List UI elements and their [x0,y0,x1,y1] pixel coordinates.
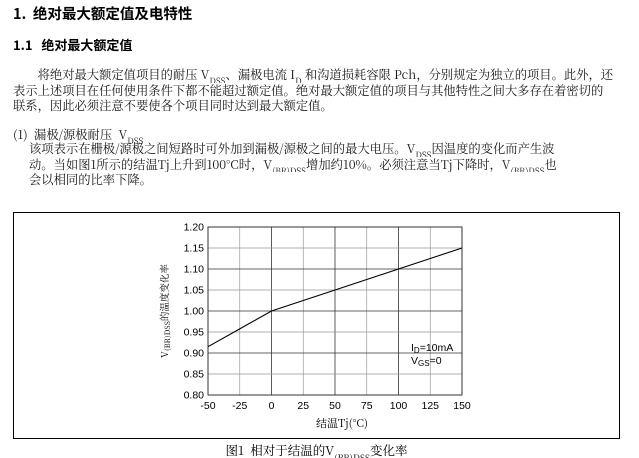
svg-text:50: 50 [329,400,341,412]
svg-text:1.00: 1.00 [184,306,205,318]
svg-text:1.20: 1.20 [184,222,205,234]
svg-text:-25: -25 [232,400,247,412]
svg-text:100: 100 [390,400,408,412]
svg-text:-50: -50 [200,400,215,412]
svg-text:150: 150 [453,400,471,412]
svg-text:0.95: 0.95 [184,327,205,339]
svg-text:0: 0 [269,400,275,412]
svg-text:1.05: 1.05 [184,285,205,297]
svg-text:75: 75 [361,400,373,412]
svg-text:0.85: 0.85 [184,369,205,381]
svg-text:0.90: 0.90 [184,348,205,360]
svg-text:25: 25 [297,400,309,412]
svg-text:125: 125 [421,400,439,412]
svg-text:1.15: 1.15 [184,243,205,255]
svg-text:1.10: 1.10 [184,264,205,276]
